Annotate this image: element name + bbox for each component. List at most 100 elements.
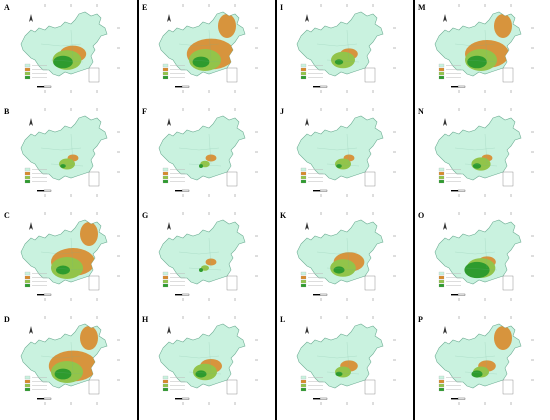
north-arrow-icon [443,14,447,22]
china-outline [158,219,246,285]
map-panel: A [1,0,137,104]
china-map [158,4,258,93]
legend [300,167,323,184]
north-arrow-icon [305,118,309,126]
legend-swatch [300,387,307,392]
china-outline [434,115,522,181]
china-map [20,212,120,301]
legend-swatch [438,271,445,276]
legend-swatch [300,271,307,276]
scale-bar [175,85,190,88]
map-panel: O [415,208,550,312]
column-divider [137,0,139,420]
scale-bar [37,397,52,400]
panel-label: E [142,3,148,12]
legend [300,375,323,392]
china-map [296,4,396,93]
legend-swatch [24,387,31,392]
legend-swatch [24,171,31,176]
north-arrow-icon [167,14,171,22]
china-map [20,108,120,197]
south-sea-inset [502,67,514,83]
legend-swatch [300,279,307,284]
south-sea-inset [226,171,238,187]
south-sea-inset [226,275,238,291]
north-arrow-icon [167,326,171,334]
legend-swatch [24,279,31,284]
legend-swatch [162,171,169,176]
legend-swatch [438,171,445,176]
legend-swatch [438,63,445,68]
legend-swatch [438,67,445,72]
legend-swatch [438,71,445,76]
legend-swatch [24,283,31,288]
south-sea-inset [364,379,376,395]
china-map [158,316,258,405]
panel-label: C [4,211,10,220]
column-divider [413,0,415,420]
legend-swatch [300,171,307,176]
legend-swatch [300,283,307,288]
legend-swatch [24,379,31,384]
panel-label: B [4,107,10,116]
panel-label: O [418,211,425,220]
south-sea-inset [364,67,376,83]
panel-label: K [280,211,287,220]
south-sea-inset [226,67,238,83]
panel-label: J [280,107,284,116]
north-arrow-icon [29,118,33,126]
map-panel: H [139,312,275,416]
legend-swatch [300,383,307,388]
legend-swatch [24,271,31,276]
china-map [158,212,258,301]
north-arrow-icon [167,118,171,126]
scale-bar [37,293,52,296]
legend [438,271,461,288]
map-panel: K [277,208,413,312]
legend [438,167,461,184]
legend-swatch [300,275,307,280]
china-outline [296,11,384,77]
map-panel: P [415,312,550,416]
legend-swatch [300,379,307,384]
legend [162,63,185,80]
legend-swatch [300,375,307,380]
china-outline [20,11,108,77]
legend [24,167,47,184]
north-arrow-icon [29,222,33,230]
legend-swatch [24,71,31,76]
china-map [434,108,534,197]
legend-swatch [300,67,307,72]
scale-bar [451,397,466,400]
scale-bar [313,85,328,88]
legend-swatch [300,179,307,184]
legend-swatch [24,175,31,180]
legend-swatch [24,383,31,388]
south-sea-inset [364,171,376,187]
legend [162,271,185,288]
legend-swatch [162,179,169,184]
legend [300,271,323,288]
scale-bar [37,85,52,88]
legend-swatch [162,167,169,172]
legend [438,63,461,80]
legend-swatch [24,63,31,68]
legend [300,63,323,80]
north-arrow-icon [29,14,33,22]
map-panel: F [139,104,275,208]
china-map [296,316,396,405]
panel-label: M [418,3,426,12]
legend-swatch [162,375,169,380]
south-sea-inset [226,379,238,395]
legend [162,167,185,184]
panel-label: P [418,315,423,324]
china-map [158,108,258,197]
panel-label: G [142,211,149,220]
china-map [296,108,396,197]
legend-swatch [438,383,445,388]
china-outline [20,115,108,181]
legend-swatch [438,387,445,392]
north-arrow-icon [443,118,447,126]
south-sea-inset [88,67,100,83]
